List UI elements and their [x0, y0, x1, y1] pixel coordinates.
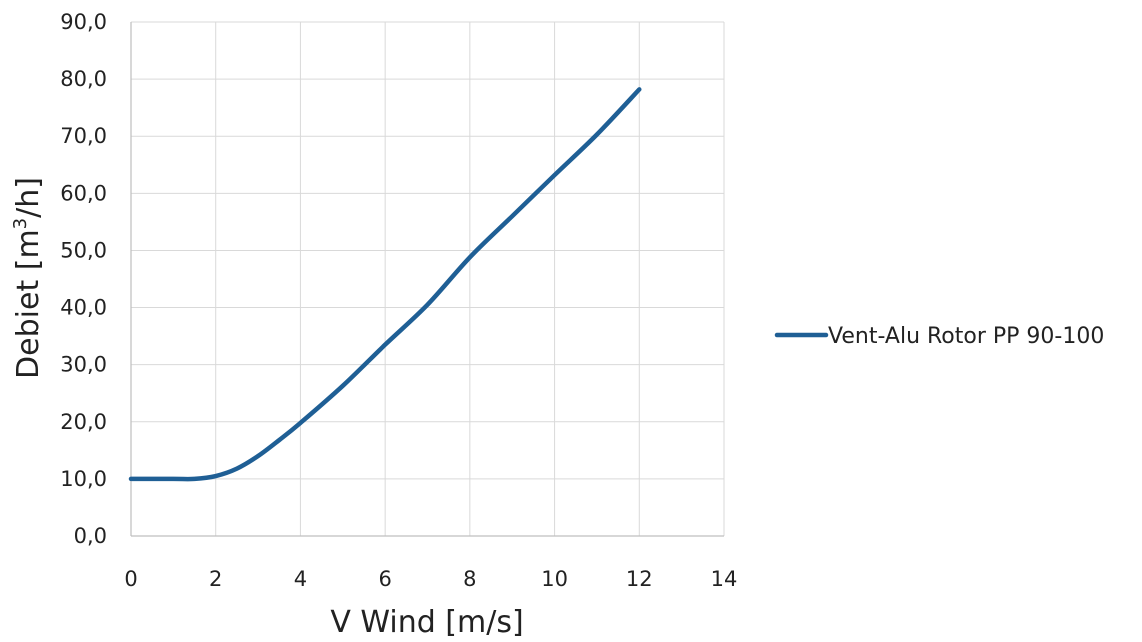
x-tick-label: 4: [294, 567, 307, 591]
y-tick-label: 60,0: [60, 181, 107, 205]
y-tick-label: 20,0: [60, 410, 107, 434]
series: [128, 87, 642, 482]
y-tick-label: 50,0: [60, 238, 107, 262]
series-line: [128, 87, 642, 482]
y-tick-label: 90,0: [60, 10, 107, 34]
tick-labels: 0,0 10,0 20,0 30,0 40,0 50,0 60,0 70,0 80,0 90,0 0…: [60, 10, 737, 591]
x-tick-label: 12: [626, 567, 653, 591]
x-tick-label: 10: [541, 567, 568, 591]
y-axis-title-superscript: 3: [10, 218, 31, 229]
legend-label: Vent-Alu Rotor PP 90-100: [828, 324, 1104, 349]
x-tick-label: 6: [378, 567, 391, 591]
y-tick-label: 0,0: [74, 524, 107, 548]
y-axis-title: Debiet [m3/h]: [10, 177, 46, 379]
axes: [130, 22, 724, 537]
grid: [131, 21, 725, 536]
x-axis-title: V Wind [m/s]: [330, 605, 523, 640]
y-axis-title-tail: /h]: [11, 177, 46, 218]
x-tick-label: 14: [711, 567, 738, 591]
x-tick-label: 0: [124, 567, 137, 591]
y-tick-label: 40,0: [60, 296, 107, 320]
y-tick-label: 80,0: [60, 67, 107, 91]
legend: Vent-Alu Rotor PP 90-100: [774, 324, 1104, 349]
y-axis-title-main: Debiet [m: [11, 229, 46, 379]
x-tick-label: 8: [463, 567, 476, 591]
x-tick-label: 2: [209, 567, 222, 591]
y-tick-label: 70,0: [60, 124, 107, 148]
y-tick-label: 10,0: [60, 467, 107, 491]
y-tick-label: 30,0: [60, 353, 107, 377]
